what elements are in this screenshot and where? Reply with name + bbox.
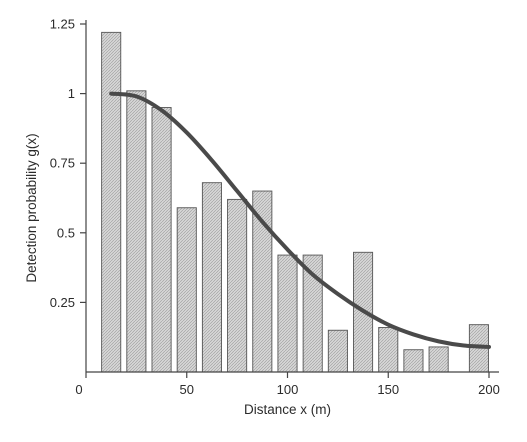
histogram-bar-1 <box>101 31 122 373</box>
x-axis-title: Distance x (m) <box>244 402 331 417</box>
y-tick-label: 0.25 <box>50 295 75 310</box>
histogram-bar-13 <box>403 349 424 373</box>
histogram-bar-6 <box>227 198 248 373</box>
x-tick-label: 50 <box>180 382 194 397</box>
histogram-bar-10 <box>327 329 348 373</box>
histogram-bar-8 <box>277 254 298 373</box>
detection-function-curve <box>109 91 491 349</box>
histogram-bar-2 <box>126 90 147 373</box>
x-tick-label: 150 <box>377 382 399 397</box>
y-tick-label: 1.25 <box>50 17 75 32</box>
y-tick-label: 0.5 <box>57 225 75 240</box>
x-tick-label: 200 <box>478 382 500 397</box>
x-tick-label: 100 <box>277 382 299 397</box>
ticks-layer: 0.25 0.5 0.75 1 1.25 0 50 100 150 200 <box>50 17 500 398</box>
histogram-bar-14 <box>428 346 449 373</box>
bars-layer <box>101 31 489 373</box>
y-tick-label: 0.75 <box>50 156 75 171</box>
histogram-bar-3 <box>151 107 172 373</box>
histogram-bar-7 <box>252 190 273 373</box>
histogram-bar-12 <box>378 327 399 373</box>
histogram-bar-5 <box>201 182 222 373</box>
x-tick-label: 0 <box>75 382 82 397</box>
histogram-bar-4 <box>176 207 197 373</box>
y-tick-label: 1 <box>68 86 75 101</box>
y-axis-title: Detection probability g(x) <box>24 133 39 282</box>
